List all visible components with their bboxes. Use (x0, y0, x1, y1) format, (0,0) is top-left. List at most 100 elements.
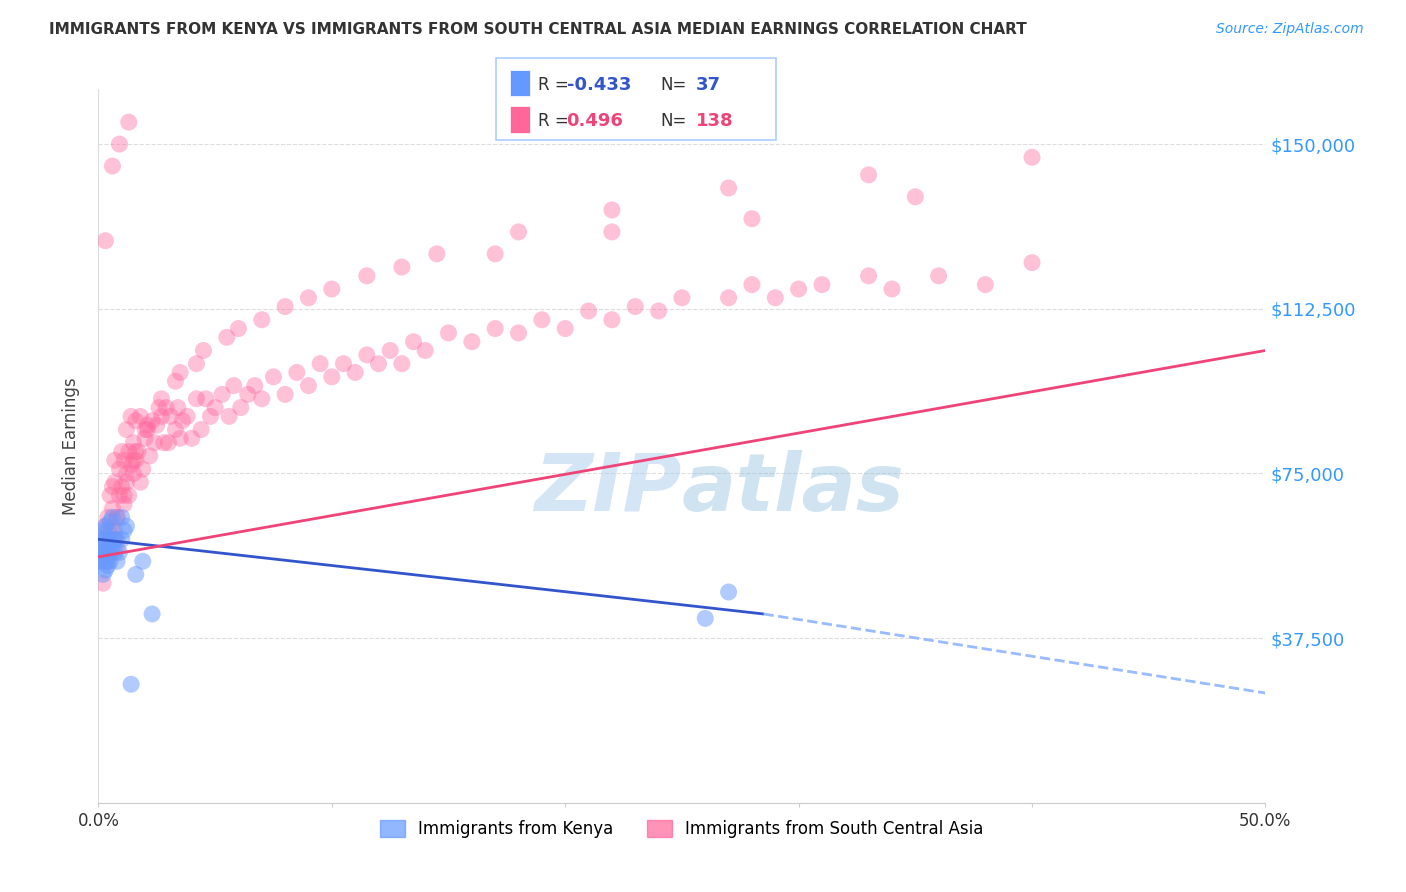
Point (508, 326, 530, 340)
Point (228, 321, 250, 335)
Point (1021, 255, 1043, 269)
Point (111, 510, 134, 524)
Point (763, 291, 786, 305)
Point (200, 409, 222, 424)
Text: 0.496: 0.496 (567, 112, 623, 130)
Point (112, 488, 135, 502)
Point (139, 449, 162, 463)
Point (97, 545, 120, 559)
Point (97, 510, 120, 524)
Point (148, 401, 170, 415)
Point (111, 480, 134, 494)
Point (262, 369, 284, 384)
Point (974, 277, 997, 292)
Point (108, 462, 131, 476)
Point (169, 431, 191, 445)
Point (101, 510, 124, 524)
Point (236, 387, 259, 401)
Point (741, 277, 763, 292)
Point (717, 291, 740, 305)
Point (218, 409, 240, 424)
Point (105, 510, 128, 524)
Point (97, 554, 120, 568)
Point (115, 467, 138, 481)
Point (104, 475, 127, 490)
Point (98, 515, 121, 529)
Point (155, 401, 177, 415)
Point (274, 300, 297, 314)
Point (104, 545, 127, 559)
Point (578, 304, 600, 318)
Point (115, 519, 138, 533)
Point (125, 567, 148, 582)
Point (904, 190, 927, 204)
Point (94, 563, 117, 577)
Point (426, 247, 449, 261)
Point (880, 282, 903, 296)
Point (285, 366, 308, 380)
Point (115, 423, 138, 437)
Point (332, 357, 354, 371)
Text: Source: ZipAtlas.com: Source: ZipAtlas.com (1216, 22, 1364, 37)
Point (356, 268, 378, 283)
Text: R =: R = (538, 76, 569, 94)
Point (118, 444, 141, 458)
Point (98, 545, 121, 559)
Point (132, 462, 155, 476)
Point (91, 549, 114, 564)
Point (624, 300, 647, 314)
Point (146, 418, 169, 433)
Point (98, 524, 121, 538)
Point (98, 533, 121, 547)
Point (484, 321, 506, 335)
Point (194, 392, 217, 406)
Point (112, 524, 135, 538)
Point (118, 488, 141, 502)
Point (250, 312, 273, 326)
Point (94, 533, 117, 547)
Point (413, 343, 436, 358)
Point (166, 401, 188, 415)
Point (243, 378, 266, 392)
Point (91, 567, 114, 582)
Point (461, 334, 484, 349)
Point (928, 268, 950, 283)
Point (508, 225, 530, 239)
Point (530, 312, 553, 326)
Point (717, 585, 740, 599)
Point (157, 435, 180, 450)
Point (152, 435, 174, 450)
Point (97, 545, 120, 559)
Point (108, 545, 131, 559)
Point (356, 348, 378, 362)
Point (169, 366, 191, 380)
Point (297, 291, 319, 305)
Point (554, 321, 576, 335)
Point (391, 260, 413, 274)
Point (344, 366, 367, 380)
Point (105, 533, 128, 547)
Point (104, 533, 127, 547)
Text: N=: N= (661, 112, 688, 130)
Point (176, 409, 198, 424)
Point (94, 545, 117, 559)
Point (134, 431, 156, 445)
Point (120, 458, 142, 472)
Point (1021, 150, 1043, 164)
Point (94, 519, 117, 533)
Point (111, 444, 134, 458)
Point (136, 423, 159, 437)
Point (190, 423, 212, 437)
Point (122, 467, 145, 481)
Point (180, 431, 202, 445)
Point (172, 414, 194, 428)
Text: IMMIGRANTS FROM KENYA VS IMMIGRANTS FROM SOUTH CENTRAL ASIA MEDIAN EARNINGS CORR: IMMIGRANTS FROM KENYA VS IMMIGRANTS FROM… (49, 22, 1026, 37)
Point (91, 524, 114, 538)
Point (97, 537, 120, 551)
Point (105, 554, 128, 568)
Point (118, 115, 141, 129)
Point (717, 181, 740, 195)
Point (647, 304, 669, 318)
Point (122, 435, 145, 450)
Point (91, 533, 114, 547)
